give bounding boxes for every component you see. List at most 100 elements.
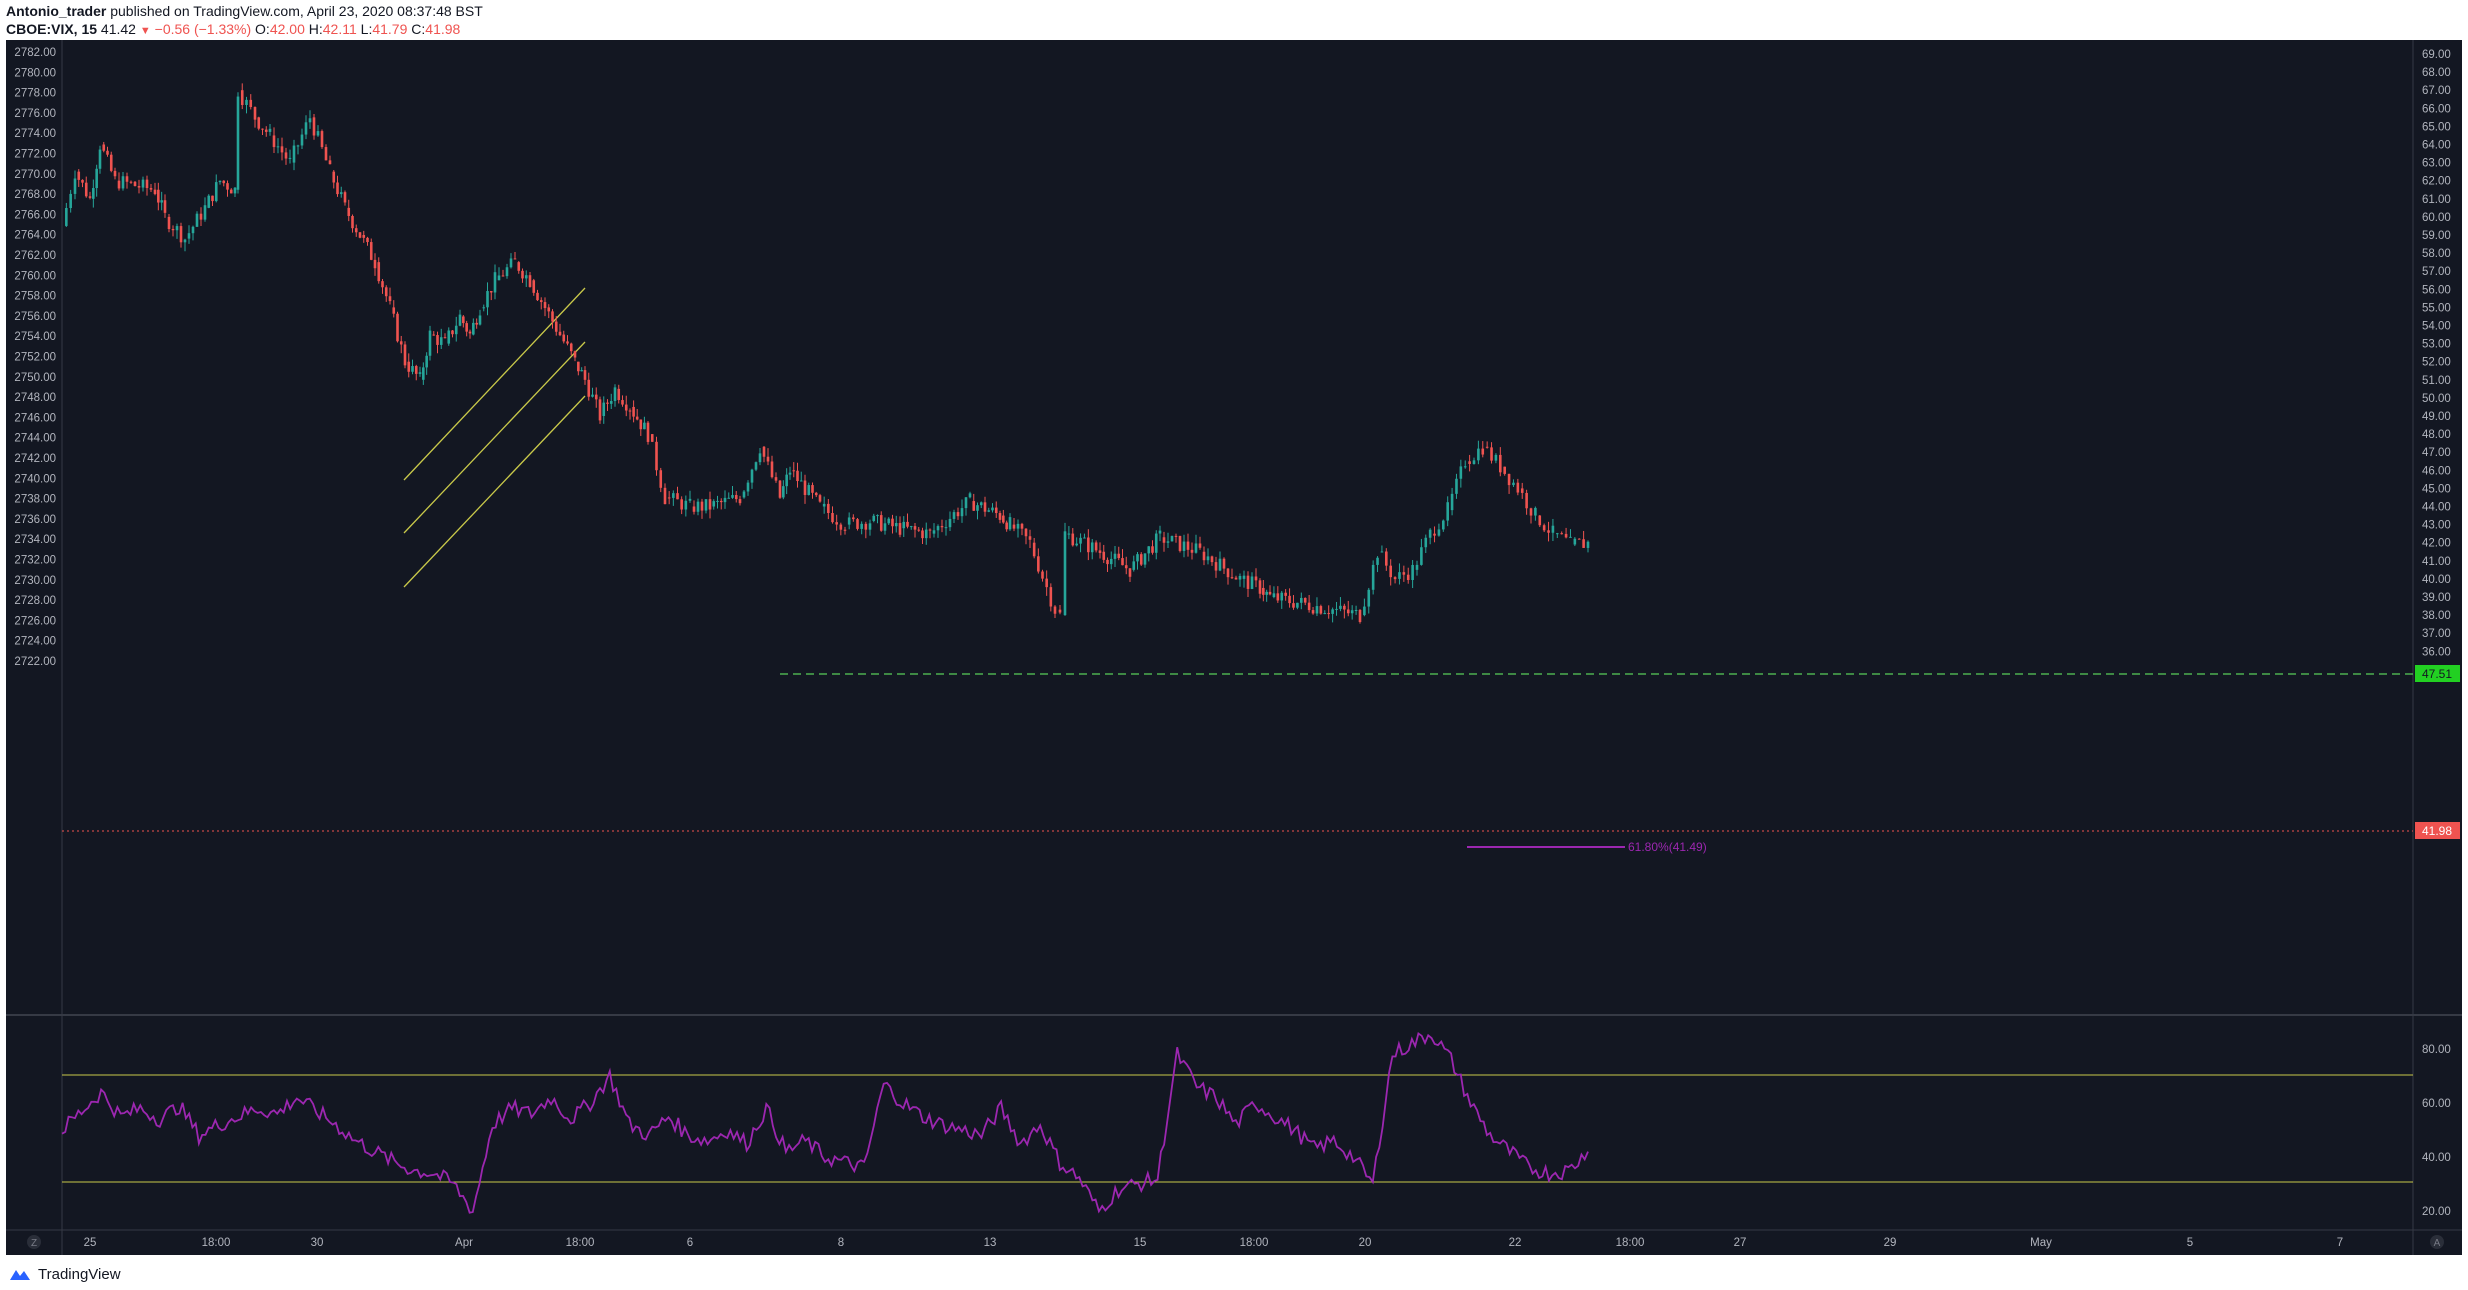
- candle: [1143, 553, 1147, 568]
- candle: [964, 496, 968, 516]
- candle-body: [860, 523, 863, 529]
- left-axis-tick: 2740.00: [14, 473, 56, 485]
- candle-body: [1045, 578, 1048, 588]
- candle: [1323, 610, 1327, 615]
- left-price-axis[interactable]: 2782.00 2780.00 2778.00 2776.00 2774.00 2772.…: [14, 47, 56, 668]
- candle-body: [284, 152, 288, 159]
- candle: [133, 181, 137, 187]
- candle-body: [1132, 561, 1136, 570]
- candle: [1577, 538, 1581, 540]
- candle: [792, 462, 796, 478]
- candle-body: [1367, 589, 1371, 607]
- candle: [879, 511, 883, 532]
- candle-body: [347, 207, 351, 216]
- candle: [1139, 552, 1143, 567]
- candle: [883, 517, 887, 535]
- candle: [1005, 520, 1008, 532]
- candle-body: [1450, 493, 1454, 511]
- candle-body: [501, 275, 505, 277]
- candle: [300, 128, 304, 150]
- candle-body: [898, 523, 902, 535]
- candle: [1162, 531, 1166, 552]
- tradingview-logo[interactable]: TradingView: [6, 1262, 121, 1286]
- candle: [1573, 537, 1577, 547]
- candle: [1437, 523, 1441, 537]
- symbol-label[interactable]: CBOE:VIX, 15: [6, 21, 98, 37]
- time-axis[interactable]: 25 18:00 30 Apr 18:00 6 8 13 15 18:00 20 22 18:00 27 2…: [84, 1237, 2344, 1249]
- candle-body: [497, 275, 501, 281]
- candle: [1472, 457, 1476, 465]
- candle: [163, 194, 167, 218]
- candle: [650, 433, 654, 443]
- candle: [422, 362, 425, 385]
- author-name[interactable]: Antonio_trader: [6, 3, 107, 19]
- left-axis-tick: 2780.00: [14, 67, 56, 79]
- channel-upper-line: [403, 287, 586, 481]
- candle: [807, 482, 811, 496]
- candle-body: [1516, 482, 1520, 493]
- candle: [569, 342, 573, 356]
- candle-body: [458, 314, 462, 326]
- candle: [280, 137, 284, 161]
- candle-body: [613, 387, 617, 402]
- right-price-axis[interactable]: 69.00 68.00 67.00 66.00 65.00 64.00 63.00 62.00…: [2422, 49, 2451, 658]
- candle-body: [1459, 466, 1463, 479]
- candle: [214, 174, 218, 203]
- candle-body: [106, 150, 109, 155]
- candle: [1520, 482, 1524, 499]
- candle-body: [1024, 528, 1028, 537]
- candle-body: [240, 90, 244, 105]
- candle-body: [1503, 466, 1506, 474]
- candle-body: [566, 341, 569, 344]
- candle: [1402, 565, 1406, 582]
- candle-body: [1162, 537, 1166, 543]
- candle: [98, 145, 102, 174]
- candle: [1525, 489, 1528, 515]
- candle-body: [580, 370, 583, 372]
- rsi-line[interactable]: [61, 1032, 1589, 1214]
- candle: [692, 500, 696, 515]
- candle-body: [1053, 606, 1057, 614]
- low-label: L:: [360, 21, 373, 37]
- candle-body: [659, 470, 663, 488]
- candle: [296, 144, 300, 155]
- candle: [1087, 529, 1090, 561]
- candle-body: [704, 499, 708, 511]
- candlestick-series[interactable]: [65, 83, 1590, 624]
- candle-body: [843, 529, 847, 531]
- candle: [554, 315, 558, 336]
- x-axis-tick: 13: [984, 1237, 997, 1249]
- auto-scale-button[interactable]: A: [2430, 1235, 2444, 1249]
- candle: [354, 224, 358, 237]
- ascending-channel[interactable]: [403, 287, 586, 588]
- left-axis-tick: 2754.00: [14, 331, 56, 343]
- time-zone-button[interactable]: Z: [27, 1235, 41, 1249]
- x-axis-tick: 20: [1359, 1237, 1372, 1249]
- candle: [137, 179, 141, 194]
- candle-body: [554, 321, 558, 332]
- candle: [738, 495, 742, 506]
- right-axis-tick: 59.00: [2422, 230, 2451, 242]
- candle: [924, 522, 928, 545]
- right-axis-tick: 36.00: [2422, 646, 2451, 658]
- left-axis-tick: 2746.00: [14, 412, 56, 424]
- candle: [856, 518, 859, 531]
- candle: [1210, 555, 1214, 566]
- candle: [1151, 540, 1154, 555]
- candle: [983, 496, 987, 517]
- candle: [562, 330, 566, 344]
- candle: [1350, 605, 1354, 620]
- candle-body: [1573, 538, 1577, 545]
- candle: [1246, 571, 1250, 598]
- candle-body: [650, 434, 654, 442]
- candle: [583, 366, 587, 385]
- candle: [276, 138, 280, 154]
- chart-canvas[interactable]: 2782.002780.002778.002776.002774.002772.…: [6, 40, 2462, 1255]
- rsi-axis[interactable]: 80.00 60.00 40.00 20.00: [2422, 1044, 2451, 1218]
- candle-body: [1363, 606, 1366, 616]
- candle-body: [663, 487, 667, 505]
- candle: [388, 287, 392, 305]
- candle-body: [1346, 609, 1350, 614]
- candle: [594, 387, 598, 408]
- candle: [1121, 549, 1124, 566]
